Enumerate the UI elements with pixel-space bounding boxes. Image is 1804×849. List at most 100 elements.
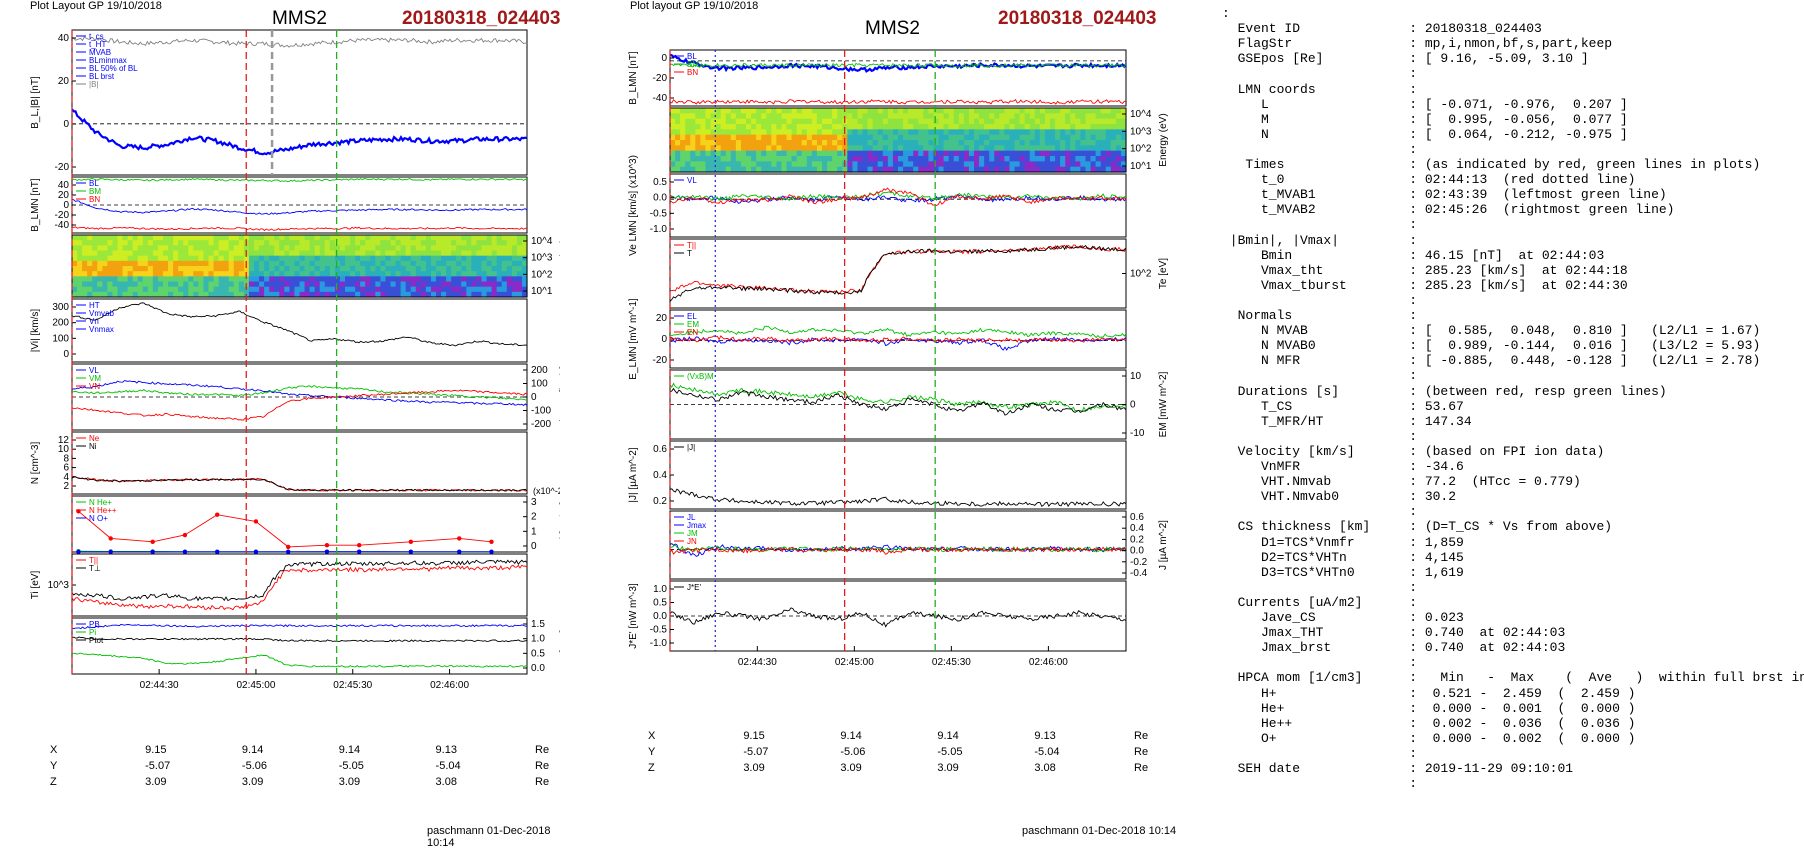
heatmap-cell bbox=[441, 240, 447, 246]
info-line: L : [ -0.071, -0.976, 0.207 ] bbox=[1222, 97, 1628, 112]
heatmap-cell bbox=[837, 151, 843, 157]
heatmap-cell bbox=[1106, 151, 1112, 157]
heatmap-cell bbox=[944, 108, 950, 114]
heatmap-cell bbox=[229, 261, 235, 267]
heatmap-cell bbox=[391, 266, 397, 272]
heatmap-cell bbox=[138, 235, 144, 241]
heatmap-cell bbox=[345, 245, 351, 251]
heatmap-cell bbox=[259, 251, 265, 257]
heatmap-cell bbox=[908, 113, 914, 119]
heatmap-cell bbox=[1004, 151, 1010, 157]
heatmap-cell bbox=[1015, 124, 1021, 130]
heatmap-cell bbox=[375, 251, 381, 257]
heatmap-cell bbox=[807, 119, 813, 125]
heatmap-cell bbox=[964, 161, 970, 167]
heatmap-cell bbox=[269, 235, 275, 241]
heatmap-cell bbox=[1106, 108, 1112, 114]
heatmap-cell bbox=[300, 256, 306, 262]
heatmap-cell bbox=[198, 271, 204, 277]
heatmap-cell bbox=[173, 256, 179, 262]
heatmap-cell bbox=[345, 271, 351, 277]
heatmap-cell bbox=[984, 161, 990, 167]
tick-label: -200 bbox=[531, 419, 551, 430]
heatmap-cell bbox=[158, 276, 164, 282]
heatmap-cell bbox=[746, 145, 752, 151]
panel-7: 0.60.40.2|J| [µA m^-2]|J| bbox=[628, 441, 1126, 509]
heatmap-cell bbox=[163, 287, 169, 293]
heatmap-cell bbox=[355, 251, 361, 257]
heatmap-cell bbox=[1116, 108, 1122, 114]
heatmap-cell bbox=[229, 240, 235, 246]
heatmap-cell bbox=[781, 140, 787, 146]
heatmap-cell bbox=[751, 124, 757, 130]
heatmap-cell bbox=[72, 287, 78, 293]
heatmap-cell bbox=[1030, 140, 1036, 146]
heatmap-cell bbox=[461, 240, 467, 246]
heatmap-cell bbox=[305, 266, 311, 272]
heatmap-cell bbox=[802, 129, 808, 135]
heatmap-cell bbox=[502, 287, 508, 293]
heatmap-cell bbox=[1020, 108, 1026, 114]
heatmap-cell bbox=[893, 140, 899, 146]
heatmap-cell bbox=[1091, 129, 1097, 135]
heatmap-cell bbox=[761, 161, 767, 167]
heatmap-cell bbox=[944, 135, 950, 141]
info-line: D3=TCS*VHTn0 : 1,619 bbox=[1222, 565, 1464, 580]
heatmap-cell bbox=[989, 161, 995, 167]
heatmap-cell bbox=[746, 119, 752, 125]
heatmap-cell bbox=[685, 135, 691, 141]
heatmap-cell bbox=[178, 245, 184, 251]
heatmap-cell bbox=[878, 161, 884, 167]
heatmap-cell bbox=[441, 287, 447, 293]
heatmap-cell bbox=[974, 140, 980, 146]
heatmap-cell bbox=[878, 129, 884, 135]
axis-label: N [cm^-3] bbox=[30, 442, 41, 485]
heatmap-cell bbox=[792, 156, 798, 162]
heatmap-cell bbox=[939, 145, 945, 151]
heatmap-cell bbox=[979, 113, 985, 119]
heatmap-cell bbox=[1065, 124, 1071, 130]
info-line: CS thickness [km] : (D=T_CS * Vs from ab… bbox=[1222, 519, 1612, 534]
heatmap-cell bbox=[893, 113, 899, 119]
heatmap-cell bbox=[812, 140, 818, 146]
heatmap-cell bbox=[310, 266, 316, 272]
heatmap-cell bbox=[807, 140, 813, 146]
heatmap-cell bbox=[1035, 145, 1041, 151]
heatmap-cell bbox=[1091, 113, 1097, 119]
heatmap-cell bbox=[883, 119, 889, 125]
heatmap-cell bbox=[893, 151, 899, 157]
heatmap-cell bbox=[822, 124, 828, 130]
data-point bbox=[215, 550, 219, 554]
heatmap-cell bbox=[507, 271, 513, 277]
heatmap-cell bbox=[685, 151, 691, 157]
heatmap-cell bbox=[102, 251, 108, 257]
heatmap-cell bbox=[345, 287, 351, 293]
heatmap-cell bbox=[112, 235, 118, 241]
heatmap-cell bbox=[690, 151, 696, 157]
heatmap-cell bbox=[776, 108, 782, 114]
heatmap-cell bbox=[1025, 124, 1031, 130]
heatmap-cell bbox=[736, 129, 742, 135]
heatmap-cell bbox=[817, 151, 823, 157]
heatmap-cell bbox=[863, 145, 869, 151]
heatmap-cell bbox=[974, 108, 980, 114]
heatmap-cell bbox=[959, 145, 965, 151]
middle-layout-label: Plot layout GP 19/10/2018 bbox=[630, 0, 758, 12]
heatmap-cell bbox=[102, 240, 108, 246]
heatmap-cell bbox=[918, 113, 924, 119]
heatmap-cell bbox=[847, 135, 853, 141]
heatmap-cell bbox=[863, 113, 869, 119]
heatmap-cell bbox=[269, 271, 275, 277]
heatmap-cell bbox=[517, 235, 523, 241]
heatmap-cell bbox=[350, 266, 356, 272]
heatmap-cell bbox=[868, 151, 874, 157]
coord-value: 9.15 bbox=[145, 744, 166, 756]
heatmap-cell bbox=[325, 287, 331, 293]
heatmap-cell bbox=[797, 135, 803, 141]
heatmap-cell bbox=[1015, 156, 1021, 162]
info-line: : bbox=[1222, 217, 1417, 232]
heatmap-cell bbox=[92, 240, 98, 246]
heatmap-cell bbox=[690, 156, 696, 162]
heatmap-cell bbox=[77, 251, 83, 257]
heatmap-cell bbox=[300, 266, 306, 272]
